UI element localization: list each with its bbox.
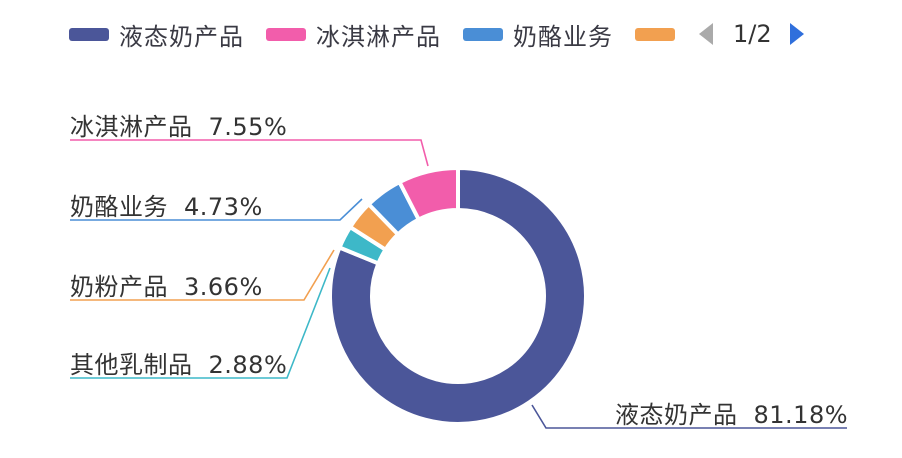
- leader-line-cheese: [70, 198, 363, 221]
- label-name: 冰淇淋产品: [70, 113, 193, 141]
- leader-line-liquid-milk: [531, 404, 847, 429]
- legend-label: 冰淇淋产品: [316, 22, 441, 51]
- legend-label: 液态奶产品: [119, 22, 244, 51]
- leader-line-ice-cream: [70, 139, 429, 167]
- donut-slice[interactable]: [397, 166, 460, 222]
- legend-item-cheese[interactable]: 奶酪业务: [463, 17, 613, 52]
- triangle-left-icon[interactable]: [699, 23, 713, 45]
- legend-label: 奶酪业务: [513, 22, 613, 51]
- legend-swatch: [635, 27, 675, 41]
- triangle-right-icon[interactable]: [789, 23, 804, 45]
- legend-item-milk-powder[interactable]: [635, 27, 675, 41]
- label-percent: 2.88%: [208, 351, 288, 379]
- legend-swatch: [69, 27, 109, 41]
- label-percent: 7.55%: [208, 113, 288, 141]
- legend-item-liquid-milk[interactable]: 液态奶产品: [69, 17, 244, 52]
- leader-line-other-dairy: [70, 267, 331, 379]
- label-percent: 4.73%: [184, 193, 263, 221]
- label-name: 其他乳制品: [70, 351, 193, 379]
- data-label-cheese: 奶酪业务 4.73%: [70, 187, 263, 222]
- label-name: 液态奶产品: [615, 401, 738, 429]
- legend-page-indicator: 1/2: [733, 20, 772, 48]
- label-percent: 81.18%: [753, 401, 849, 429]
- donut-slice[interactable]: [328, 166, 588, 426]
- label-percent: 3.66%: [184, 273, 263, 301]
- chart-legend: 液态奶产品 冰淇淋产品 奶酪业务 1/2: [69, 16, 804, 52]
- data-label-liquid-milk: 液态奶产品 81.18%: [615, 395, 848, 430]
- legend-item-ice-cream[interactable]: 冰淇淋产品: [266, 17, 441, 52]
- data-label-other-dairy: 其他乳制品 2.88%: [70, 345, 287, 380]
- label-name: 奶粉产品: [70, 273, 168, 301]
- leader-line-milk-powder: [70, 249, 335, 301]
- legend-swatch: [463, 27, 503, 41]
- label-name: 奶酪业务: [70, 193, 168, 221]
- donut-slices: [328, 166, 588, 426]
- data-label-ice-cream: 冰淇淋产品 7.55%: [70, 107, 287, 142]
- legend-swatch: [266, 27, 306, 41]
- legend-pager: 1/2: [699, 20, 804, 48]
- data-label-milk-powder: 奶粉产品 3.66%: [70, 267, 263, 302]
